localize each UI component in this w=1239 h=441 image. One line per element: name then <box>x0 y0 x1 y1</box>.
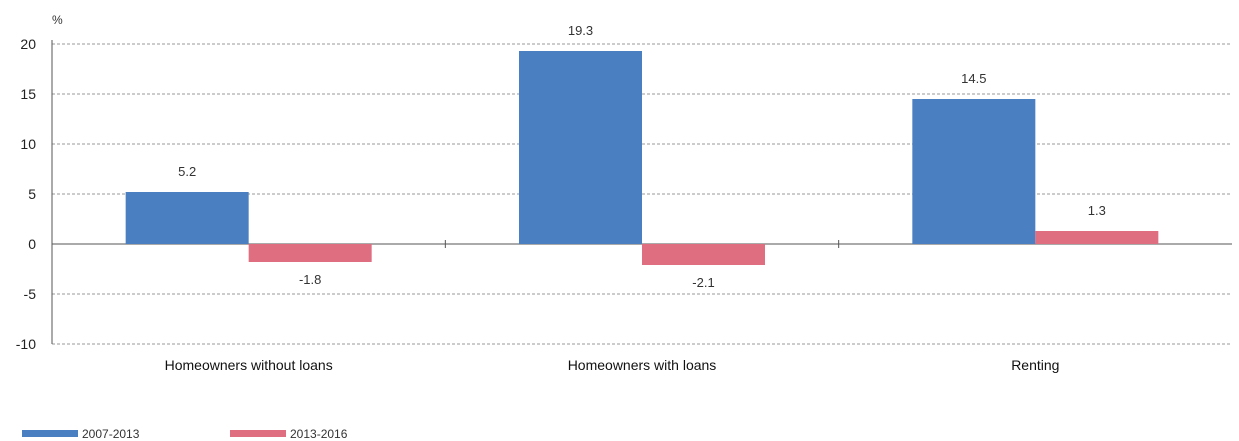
legend-label: 2013-2016 <box>290 427 348 441</box>
y-tick-label: -10 <box>16 336 36 352</box>
x-category-label: Renting <box>1011 357 1059 373</box>
bar-2007-2013 <box>912 99 1036 244</box>
y-tick-label: 10 <box>20 136 36 152</box>
y-tick-label: 0 <box>28 236 36 252</box>
legend-label: 2007-2013 <box>82 427 140 441</box>
data-label: 14.5 <box>961 71 986 86</box>
x-category-label: Homeowners without loans <box>165 357 333 373</box>
data-label: 19.3 <box>568 23 593 38</box>
bars <box>125 51 1159 265</box>
data-label: 5.2 <box>178 164 196 179</box>
y-tick-label: 20 <box>20 36 36 52</box>
bar-2007-2013 <box>519 51 642 244</box>
data-label: 1.3 <box>1088 203 1106 218</box>
legend: 2007-2013 2013-2016 <box>22 427 348 441</box>
data-label: -2.1 <box>692 275 714 290</box>
y-axis-unit-label: % <box>52 13 63 27</box>
legend-swatch-2013-2016 <box>230 430 286 437</box>
bar-2007-2013 <box>125 192 249 244</box>
y-tick-label: 15 <box>20 86 36 102</box>
legend-swatch-2007-2013 <box>22 430 78 437</box>
y-tick-label: 5 <box>28 186 36 202</box>
data-label: -1.8 <box>299 272 321 287</box>
bar-2013-2016 <box>1035 231 1159 244</box>
x-category-label: Homeowners with loans <box>568 357 717 373</box>
axes: % -10 -5 0 5 10 15 20 Homeowners without loans H… <box>16 13 1232 373</box>
bar-2013-2016 <box>248 244 372 262</box>
bar-2013-2016 <box>642 244 765 265</box>
y-tick-label: -5 <box>24 286 37 302</box>
data-labels: 5.2 -1.8 19.3 -2.1 14.5 1.3 <box>178 23 1106 290</box>
